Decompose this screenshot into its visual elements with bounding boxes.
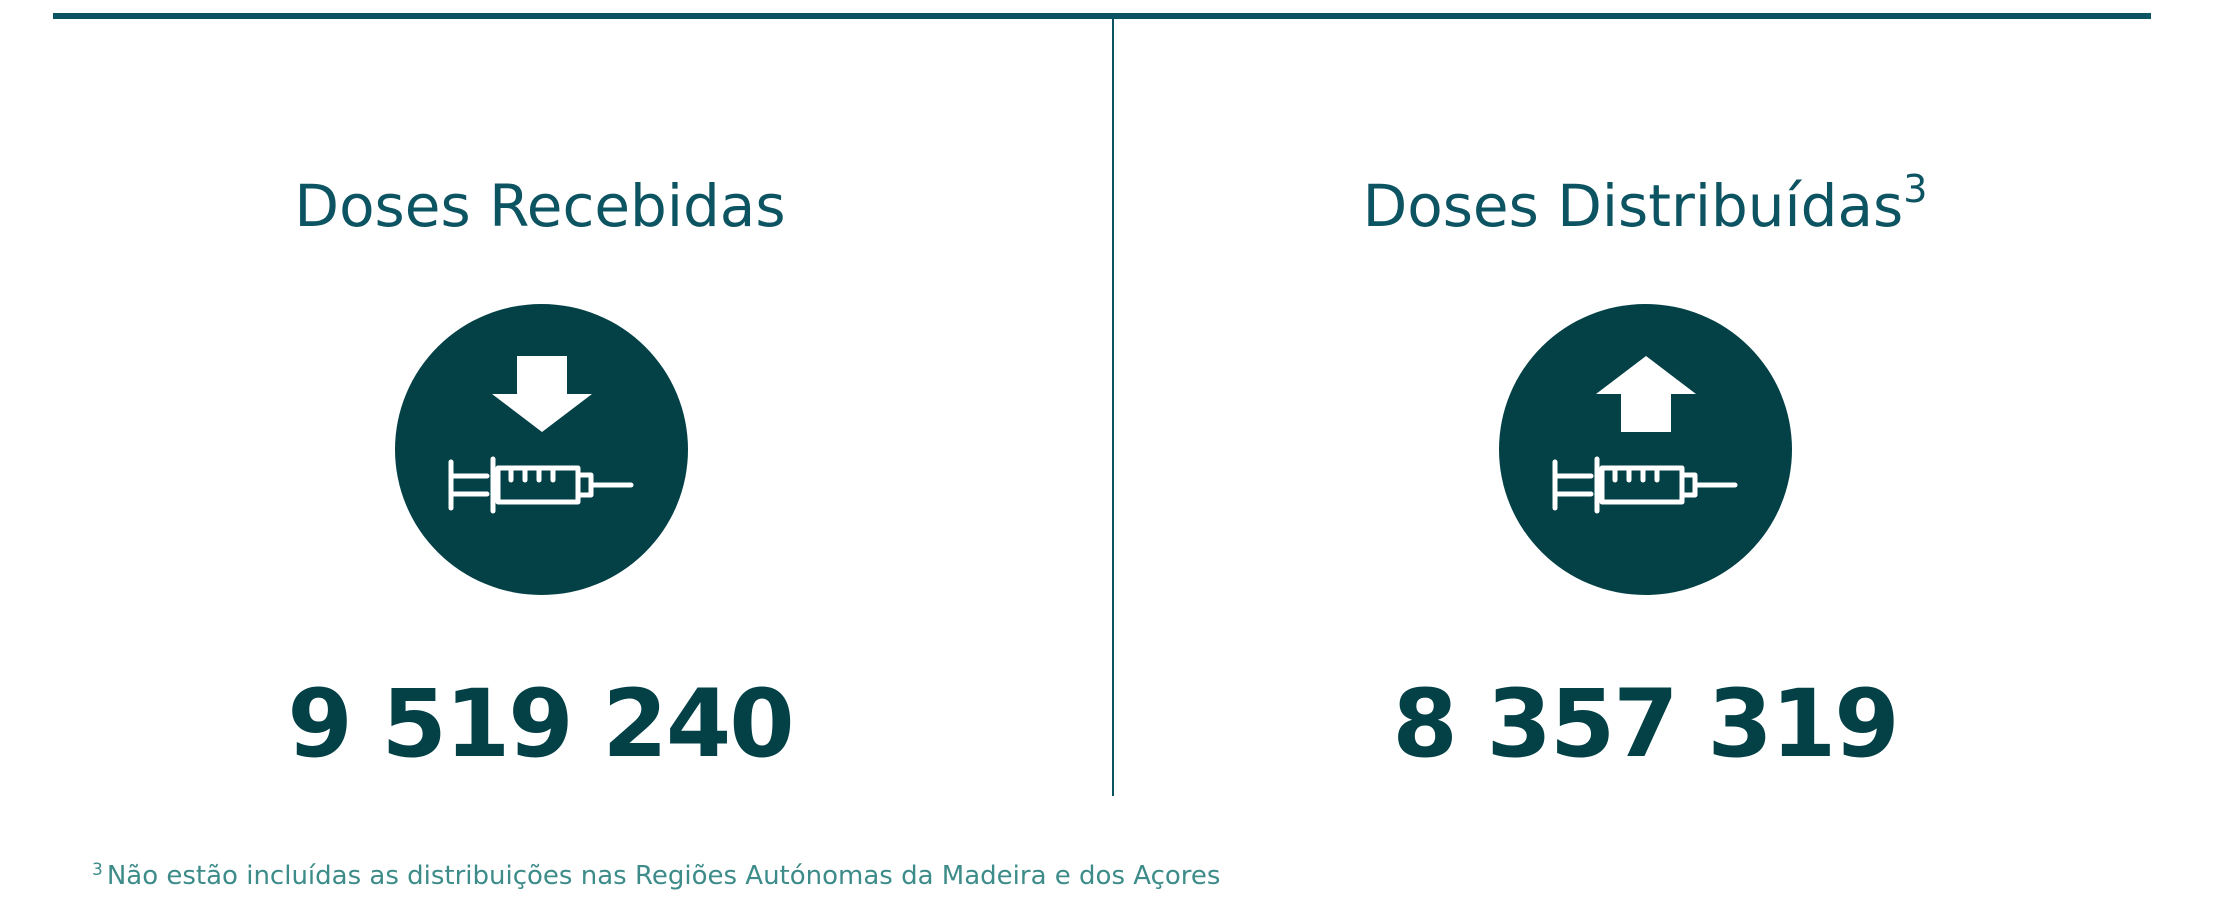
arrow-down-syringe-icon — [448, 356, 634, 514]
received-title: Doses Recebidas — [0, 168, 1080, 244]
distributed-value: 8 357 319 — [1392, 670, 1899, 779]
distributed-title-text: Doses Distribuídas — [1362, 172, 1904, 240]
syringe-icon — [448, 456, 634, 514]
arrow-up-icon — [1596, 356, 1696, 432]
distributed-title-superscript: 3 — [1903, 166, 1928, 211]
footnote: 3 Não estão incluídas as distribuições na… — [92, 858, 1220, 894]
arrow-up-syringe-icon — [1552, 356, 1738, 514]
distributed-title: Doses Distribuídas3 — [1105, 168, 2185, 244]
distributed-icon-circle — [1499, 304, 1792, 595]
top-rule — [53, 13, 2151, 19]
received-icon-circle — [395, 304, 688, 595]
received-value: 9 519 240 — [287, 670, 794, 779]
panel-divider — [1112, 17, 1114, 796]
distributed-panel: Doses Distribuídas3 8 357 319 — [1105, 0, 2185, 800]
received-title-text: Doses Recebidas — [294, 172, 786, 240]
syringe-icon — [1552, 456, 1738, 514]
received-panel: Doses Recebidas 9 519 240 — [0, 0, 1080, 800]
arrow-down-icon — [492, 356, 592, 432]
footnote-text: Não estão incluídas as distribuições nas… — [106, 861, 1221, 891]
footnote-marker: 3 — [92, 860, 103, 880]
